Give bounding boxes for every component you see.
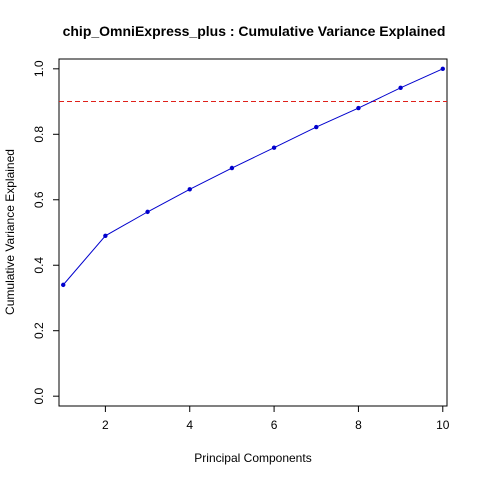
y-tick-label: 1.0 (32, 60, 46, 77)
data-point (61, 282, 66, 288)
x-tick-label: 8 (355, 418, 362, 432)
x-tick-label: 2 (102, 418, 109, 432)
data-point (145, 209, 150, 215)
data-point (356, 105, 361, 111)
y-tick-label: 0.6 (32, 191, 46, 208)
data-point (229, 165, 235, 171)
data-point (187, 187, 192, 192)
x-axis-label: Principal Components (194, 451, 311, 465)
y-tick-label: 0.8 (32, 126, 46, 143)
x-tick-label: 6 (271, 418, 278, 432)
data-point (398, 85, 403, 91)
chart-title: chip_OmniExpress_plus : Cumulative Varia… (63, 23, 446, 39)
y-tick-label: 0.2 (32, 322, 46, 339)
data-point (271, 145, 277, 150)
x-tick-label: 4 (186, 418, 193, 432)
x-axis: 2 4 6 8 10 (102, 406, 450, 432)
data-point (314, 124, 319, 130)
data-point (440, 66, 445, 72)
y-axis-label: Cumulative Variance Explained (3, 149, 17, 315)
plot-frame (58, 58, 448, 407)
y-tick-label: 0.0 (32, 388, 46, 405)
y-tick-label: 0.4 (32, 257, 46, 274)
series-layer (61, 66, 445, 288)
y-axis: 0.0 0.2 0.4 0.6 0.8 1.0 (32, 60, 59, 405)
data-point (103, 233, 108, 238)
x-tick-label: 10 (436, 418, 450, 432)
series-line (62, 68, 443, 286)
